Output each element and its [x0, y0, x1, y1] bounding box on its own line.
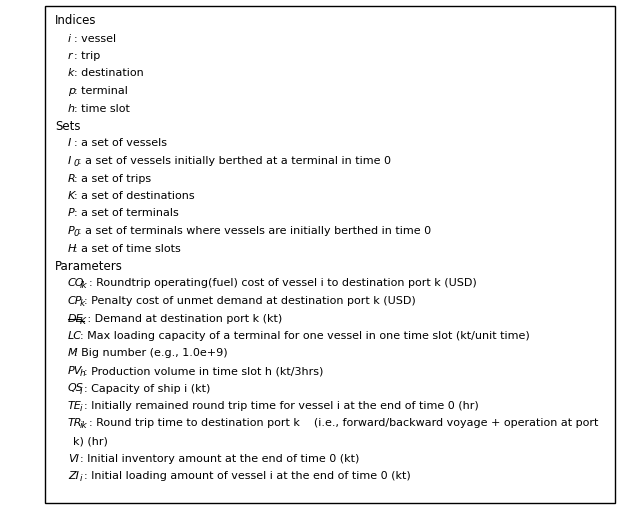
Text: : Penalty cost of unmet demand at destination port k (USD): : Penalty cost of unmet demand at destin…: [84, 296, 416, 306]
Text: CP: CP: [68, 296, 82, 306]
Text: : Initially remained round trip time for vessel i at the end of time 0 (hr): : Initially remained round trip time for…: [84, 401, 479, 411]
Text: : time slot: : time slot: [73, 104, 129, 113]
Text: TE: TE: [68, 401, 82, 411]
Text: : destination: : destination: [73, 69, 144, 79]
Text: i: i: [80, 474, 82, 483]
Text: : a set of terminals where vessels are initially berthed in time 0: : a set of terminals where vessels are i…: [78, 226, 431, 236]
Text: P: P: [68, 226, 75, 236]
Text: : a set of vessels: : a set of vessels: [73, 139, 167, 148]
Text: DE: DE: [68, 313, 84, 324]
Text: CO: CO: [68, 278, 85, 289]
Text: : a set of terminals: : a set of terminals: [73, 208, 178, 218]
Text: K: K: [68, 191, 75, 201]
Text: : a set of trips: : a set of trips: [73, 174, 151, 183]
Text: p: p: [68, 86, 75, 96]
Text: : trip: : trip: [73, 51, 100, 61]
Text: : a set of vessels initially berthed at a terminal in time 0: : a set of vessels initially berthed at …: [78, 156, 391, 166]
Text: I: I: [68, 139, 71, 148]
Text: 0: 0: [73, 229, 80, 238]
Text: : Capacity of ship i (kt): : Capacity of ship i (kt): [84, 384, 210, 394]
Text: Parameters: Parameters: [55, 260, 123, 272]
Text: h: h: [68, 104, 75, 113]
Text: : Max loading capacity of a terminal for one vessel in one time slot (kt/unit ti: : Max loading capacity of a terminal for…: [80, 331, 529, 341]
Text: i: i: [68, 34, 71, 44]
Text: 0: 0: [73, 159, 80, 168]
Text: i: i: [80, 404, 82, 413]
Text: : Roundtrip operating(fuel) cost of vessel i to destination port k (USD): : Roundtrip operating(fuel) cost of vess…: [89, 278, 477, 289]
Text: H: H: [68, 243, 77, 253]
Text: K: K: [80, 316, 85, 326]
Text: h: h: [80, 369, 85, 378]
Text: k: k: [68, 69, 75, 79]
Text: : terminal: : terminal: [73, 86, 127, 96]
Text: k) (hr): k) (hr): [73, 436, 108, 446]
Text: VI: VI: [68, 454, 79, 463]
Text: : Initial loading amount of vessel i at the end of time 0 (kt): : Initial loading amount of vessel i at …: [84, 471, 411, 481]
Text: PV: PV: [68, 366, 82, 376]
Text: r: r: [68, 51, 73, 61]
Text: : a set of time slots: : a set of time slots: [73, 243, 180, 253]
Text: Indices: Indices: [55, 15, 97, 27]
Text: : Initial inventory amount at the end of time 0 (kt): : Initial inventory amount at the end of…: [80, 454, 359, 463]
Text: LC: LC: [68, 331, 82, 341]
Text: : a set of destinations: : a set of destinations: [73, 191, 195, 201]
Text: : Demand at destination port k (kt): : Demand at destination port k (kt): [84, 313, 283, 324]
Text: : vessel: : vessel: [73, 34, 116, 44]
Text: Sets: Sets: [55, 119, 80, 133]
Text: : Big number (e.g., 1.0e+9): : Big number (e.g., 1.0e+9): [73, 348, 227, 359]
Text: k: k: [80, 299, 85, 308]
Text: I: I: [68, 156, 71, 166]
Text: : Production volume in time slot h (kt/3hrs): : Production volume in time slot h (kt/3…: [84, 366, 323, 376]
Text: ik: ik: [80, 281, 87, 291]
Text: QS: QS: [68, 384, 84, 394]
Text: ik: ik: [80, 422, 87, 430]
Text: R: R: [68, 174, 76, 183]
Text: ZI: ZI: [68, 471, 79, 481]
Text: M: M: [68, 348, 78, 359]
Text: P: P: [68, 208, 75, 218]
Text: : Round trip time to destination port k    (i.e., forward/backward voyage + oper: : Round trip time to destination port k …: [89, 419, 598, 429]
Text: TR: TR: [68, 419, 82, 429]
Text: i: i: [80, 387, 82, 396]
